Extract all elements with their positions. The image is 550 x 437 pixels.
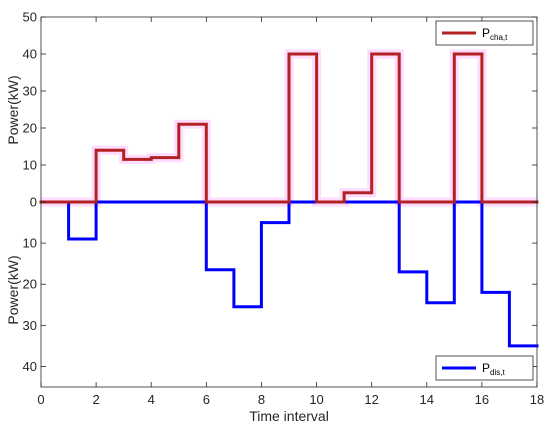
legend-label: Pdis,t	[482, 361, 505, 377]
x-tick-label: 6	[203, 392, 210, 407]
upper-y-tick-label: 40	[23, 47, 37, 62]
series-line-chat	[39, 52, 539, 204]
legend-label: Pcha,t	[482, 26, 508, 42]
lower-y-tick-label: 30	[23, 318, 37, 333]
x-tick-label: 12	[364, 392, 378, 407]
x-tick-label: 4	[148, 392, 155, 407]
upper-y-tick-label: 10	[23, 158, 37, 173]
legend-top-right: Pcha,t	[435, 20, 534, 46]
legend-layer: Pcha,t Pdis,t	[435, 20, 534, 381]
upper-y-tick-label: 30	[23, 84, 37, 99]
x-tick-label: 0	[37, 392, 44, 407]
upper-y-tick-label: 0	[30, 195, 37, 210]
upper-y-axis-label: Power(kW)	[5, 75, 21, 144]
x-tick-label: 2	[92, 392, 99, 407]
x-axis-label: Time interval	[249, 408, 329, 424]
lower-y-tick-label: 10	[23, 236, 37, 251]
ticks-layer: 0 2 4 6 8 10 12 14 16 18 0 10 20 30 40 50 10 20 30 40	[23, 10, 545, 408]
legend-box	[435, 355, 534, 381]
lower-y-axis-label: Power(kW)	[5, 255, 21, 324]
upper-y-tick-label: 20	[23, 121, 37, 136]
lower-y-tick-label: 40	[23, 359, 37, 374]
series-line-dist	[39, 200, 539, 348]
x-tick-label: 16	[475, 392, 489, 407]
series-layer	[39, 52, 539, 348]
x-tick-label: 8	[258, 392, 265, 407]
x-tick-label: 14	[420, 392, 434, 407]
x-tick-label: 10	[309, 392, 323, 407]
legend-bottom-right: Pdis,t	[435, 355, 534, 381]
x-tick-label: 18	[530, 392, 544, 407]
lower-y-tick-label: 20	[23, 277, 37, 292]
upper-y-tick-label: 50	[23, 10, 37, 25]
